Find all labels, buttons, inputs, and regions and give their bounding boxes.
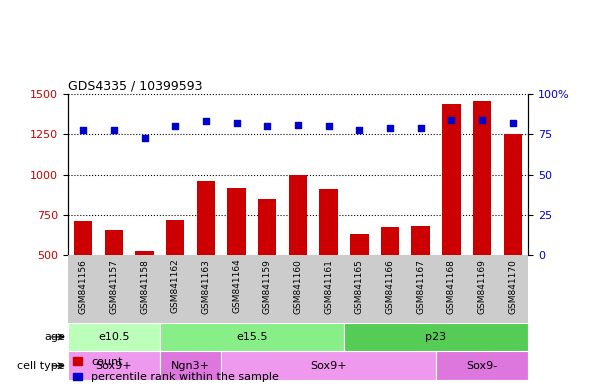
Text: GSM841165: GSM841165 <box>355 259 364 314</box>
Text: GSM841160: GSM841160 <box>293 259 303 314</box>
Bar <box>503 134 522 336</box>
Text: GSM841163: GSM841163 <box>201 259 211 314</box>
FancyBboxPatch shape <box>68 351 160 380</box>
FancyBboxPatch shape <box>160 323 344 351</box>
Point <box>171 123 180 129</box>
Point <box>263 123 272 129</box>
Point <box>355 126 364 132</box>
Point <box>109 126 119 132</box>
Text: age: age <box>44 332 65 342</box>
Text: GSM841164: GSM841164 <box>232 259 241 313</box>
FancyBboxPatch shape <box>68 323 160 351</box>
Bar <box>74 222 93 336</box>
Bar <box>319 189 338 336</box>
Text: Sox9-: Sox9- <box>467 361 497 371</box>
Point <box>232 120 241 126</box>
Text: cell type: cell type <box>17 361 65 371</box>
Text: Sox9+: Sox9+ <box>310 361 347 371</box>
Point <box>385 125 395 131</box>
Text: GSM841156: GSM841156 <box>78 259 88 314</box>
Text: e10.5: e10.5 <box>98 332 130 342</box>
FancyBboxPatch shape <box>344 323 528 351</box>
Bar <box>473 101 491 336</box>
Point <box>78 126 88 132</box>
Text: e15.5: e15.5 <box>236 332 268 342</box>
Bar <box>411 226 430 336</box>
Bar <box>227 188 246 336</box>
Text: GSM841169: GSM841169 <box>477 259 487 314</box>
Text: Sox9+: Sox9+ <box>96 361 132 371</box>
Text: GDS4335 / 10399593: GDS4335 / 10399593 <box>68 80 202 93</box>
FancyBboxPatch shape <box>436 351 528 380</box>
Bar <box>196 181 215 336</box>
Point <box>324 123 333 129</box>
Point <box>477 117 487 123</box>
Text: GSM841159: GSM841159 <box>263 259 272 314</box>
Bar <box>258 199 277 336</box>
Legend: count, percentile rank within the sample: count, percentile rank within the sample <box>73 357 279 382</box>
Text: GSM841162: GSM841162 <box>171 259 180 313</box>
Bar <box>166 220 185 336</box>
FancyBboxPatch shape <box>160 351 221 380</box>
Bar <box>442 104 461 336</box>
Bar <box>350 234 369 336</box>
Text: GSM841168: GSM841168 <box>447 259 456 314</box>
Bar <box>381 227 399 336</box>
Text: GSM841158: GSM841158 <box>140 259 149 314</box>
Point <box>140 134 149 141</box>
Text: Ngn3+: Ngn3+ <box>171 361 210 371</box>
FancyBboxPatch shape <box>221 351 436 380</box>
Text: p23: p23 <box>425 332 447 342</box>
Text: GSM841166: GSM841166 <box>385 259 395 314</box>
Point <box>416 125 425 131</box>
Point <box>447 117 456 123</box>
Bar <box>289 175 307 336</box>
Point <box>201 118 211 124</box>
Text: GSM841157: GSM841157 <box>109 259 119 314</box>
Bar <box>135 250 154 336</box>
Point <box>293 122 303 128</box>
Point <box>508 120 517 126</box>
Text: GSM841170: GSM841170 <box>508 259 517 314</box>
Text: GSM841167: GSM841167 <box>416 259 425 314</box>
Bar <box>104 230 123 336</box>
Text: GSM841161: GSM841161 <box>324 259 333 314</box>
